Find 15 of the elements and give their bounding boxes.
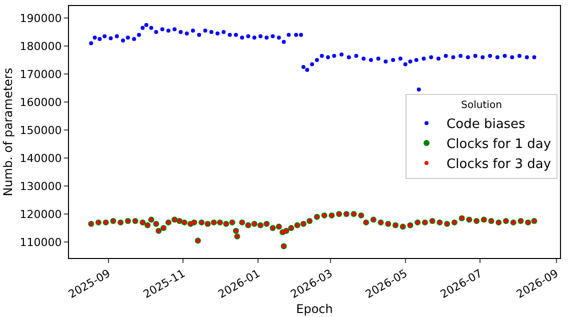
y-tick-label: 140000	[20, 152, 62, 165]
legend-title: Solution	[461, 100, 502, 112]
y-tick-label: 180000	[20, 40, 62, 53]
y-tick-label: 130000	[20, 180, 62, 193]
y-tick-label: 150000	[20, 124, 62, 137]
y-tick-label: 120000	[20, 208, 62, 221]
y-tick-label: 170000	[20, 68, 62, 81]
y-tick-label: 160000	[20, 96, 62, 109]
legend-label: Clocks for 1 day	[446, 137, 552, 152]
y-axis-title: Numb. of parameters	[1, 68, 16, 196]
x-axis-title: Epoch	[296, 302, 333, 316]
legend-label: Code biases	[446, 117, 526, 132]
y-tick-label: 110000	[20, 236, 62, 249]
legend-label: Clocks for 3 day	[446, 157, 552, 172]
y-tick-label: 190000	[20, 12, 62, 25]
